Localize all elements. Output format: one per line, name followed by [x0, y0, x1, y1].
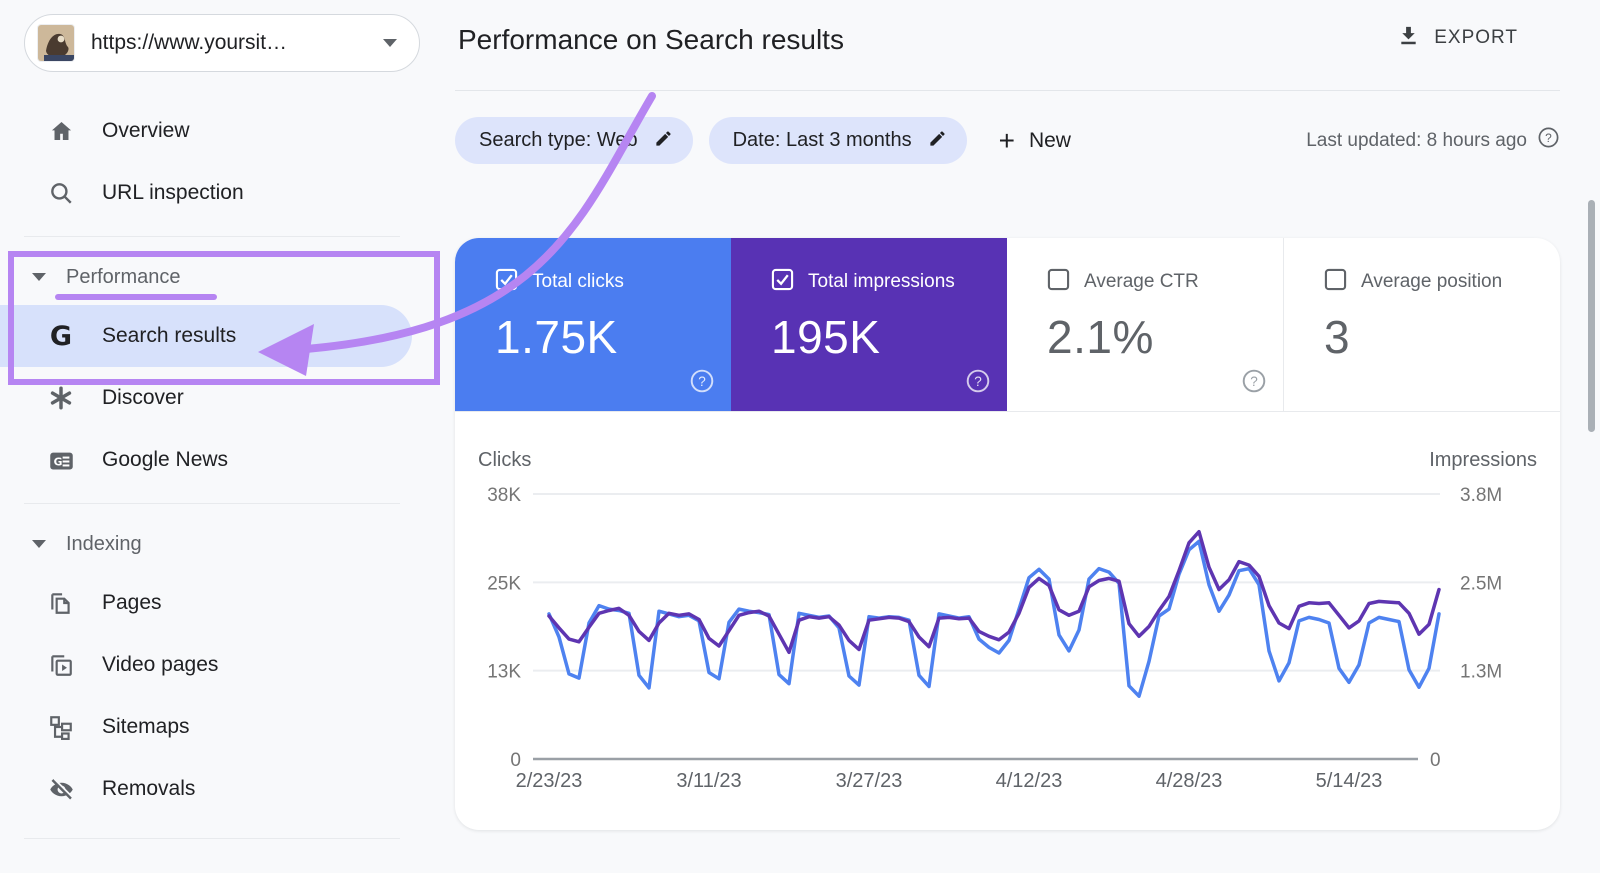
sidebar-divider: [24, 838, 400, 839]
average-ctr-tile[interactable]: Average CTR 2.1% ?: [1007, 238, 1283, 411]
svg-text:1.3M: 1.3M: [1460, 662, 1502, 683]
help-icon[interactable]: ?: [1537, 126, 1560, 155]
google-g-icon: G: [49, 320, 73, 352]
average-position-tile[interactable]: Average position 3: [1283, 238, 1560, 411]
video-pages-icon: [46, 652, 76, 678]
chevron-down-icon: [32, 540, 46, 548]
svg-text:2.5M: 2.5M: [1460, 573, 1502, 594]
sidebar-item-sitemaps[interactable]: Sitemaps: [0, 696, 440, 758]
svg-text:25K: 25K: [487, 573, 521, 594]
help-icon[interactable]: ?: [689, 368, 715, 399]
svg-text:38K: 38K: [487, 485, 521, 506]
new-filter-button[interactable]: + New: [998, 124, 1071, 156]
svg-text:?: ?: [1250, 374, 1258, 389]
total-clicks-tile[interactable]: Total clicks 1.75K ?: [455, 238, 731, 411]
svg-text:3/27/23: 3/27/23: [836, 770, 903, 792]
svg-text:?: ?: [698, 374, 706, 389]
download-icon: [1397, 24, 1420, 52]
svg-text:13K: 13K: [487, 662, 521, 683]
search-type-filter-chip[interactable]: Search type: Web: [455, 117, 693, 164]
performance-card: Total clicks 1.75K ? Total impressions 1…: [455, 238, 1560, 830]
total-impressions-value: 195K: [771, 311, 881, 363]
sidebar: https://www.yoursit… Overview URL inspec…: [0, 0, 440, 873]
svg-text:Impressions: Impressions: [1429, 449, 1537, 471]
svg-text:5/14/23: 5/14/23: [1316, 770, 1383, 792]
home-icon: [46, 118, 76, 145]
sidebar-item-video-pages[interactable]: Video pages: [0, 634, 440, 696]
svg-text:4/12/23: 4/12/23: [996, 770, 1063, 792]
edit-pencil-icon: [928, 129, 947, 153]
eye-off-icon: [46, 776, 76, 803]
date-filter-chip[interactable]: Date: Last 3 months: [708, 117, 967, 164]
svg-text:2/23/23: 2/23/23: [516, 770, 583, 792]
vertical-scrollbar[interactable]: [1588, 200, 1595, 432]
chart-section: Clicks Impressions 38K 3.8M 25K 2.5M 13K 1.3M 0 0…: [455, 412, 1560, 829]
total-impressions-tile[interactable]: Total impressions 195K ?: [731, 238, 1007, 411]
svg-text:3/11/23: 3/11/23: [676, 770, 741, 792]
property-url: https://www.yoursit…: [91, 31, 288, 54]
site-favicon: [37, 24, 75, 62]
property-selector[interactable]: https://www.yoursit…: [24, 14, 420, 72]
chevron-down-icon: [383, 39, 397, 47]
sidebar-nav: Overview URL inspection Performance G Se…: [0, 92, 440, 851]
page-title: Performance on Search results: [458, 24, 844, 55]
metrics-row: Total clicks 1.75K ? Total impressions 1…: [455, 238, 1560, 412]
export-button[interactable]: EXPORT: [1397, 24, 1518, 52]
filter-row: Search type: Web Date: Last 3 months + N…: [455, 117, 1560, 164]
sidebar-divider: [24, 503, 400, 504]
svg-text:3.8M: 3.8M: [1460, 485, 1502, 506]
checkbox-checked-icon[interactable]: [495, 268, 518, 296]
sitemaps-icon: [46, 714, 76, 740]
search-icon: [46, 180, 76, 206]
sidebar-section-indexing[interactable]: Indexing: [0, 516, 440, 572]
help-icon[interactable]: ?: [965, 368, 991, 399]
chevron-down-icon: [32, 273, 46, 281]
sidebar-section-performance[interactable]: Performance: [0, 249, 440, 305]
edit-pencil-icon: [654, 129, 673, 153]
svg-text:4/28/23: 4/28/23: [1156, 770, 1223, 792]
sidebar-item-url-inspection[interactable]: URL inspection: [0, 162, 440, 224]
discover-asterisk-icon: [46, 385, 76, 411]
sidebar-item-search-results[interactable]: G Search results: [0, 305, 412, 367]
sidebar-item-pages[interactable]: Pages: [0, 572, 440, 634]
help-icon[interactable]: ?: [1241, 368, 1267, 399]
svg-text:?: ?: [1545, 131, 1552, 145]
pages-icon: [46, 590, 76, 616]
sidebar-divider: [24, 236, 400, 237]
svg-text:0: 0: [1430, 750, 1441, 771]
svg-text:0: 0: [510, 750, 521, 771]
header-divider: [455, 90, 1560, 91]
total-clicks-value: 1.75K: [495, 311, 618, 363]
performance-line-chart[interactable]: Clicks Impressions 38K 3.8M 25K 2.5M 13K 1.3M 0 0…: [455, 412, 1560, 829]
svg-text:Clicks: Clicks: [478, 449, 531, 471]
sidebar-item-overview[interactable]: Overview: [0, 100, 440, 162]
svg-text:?: ?: [974, 374, 982, 389]
last-updated: Last updated: 8 hours ago ?: [1306, 126, 1560, 155]
average-position-value: 3: [1324, 311, 1351, 363]
svg-text:G: G: [53, 455, 62, 468]
google-news-icon: G: [46, 447, 76, 474]
checkbox-unchecked-icon[interactable]: [1324, 268, 1347, 296]
main-content: Performance on Search results EXPORT Sea…: [440, 0, 1600, 873]
checkbox-unchecked-icon[interactable]: [1047, 268, 1070, 296]
sidebar-item-discover[interactable]: Discover: [0, 367, 440, 429]
plus-icon: +: [998, 124, 1015, 156]
average-ctr-value: 2.1%: [1047, 311, 1154, 363]
sidebar-item-google-news[interactable]: G Google News: [0, 429, 440, 491]
checkbox-checked-icon[interactable]: [771, 268, 794, 296]
sidebar-item-removals[interactable]: Removals: [0, 758, 440, 820]
